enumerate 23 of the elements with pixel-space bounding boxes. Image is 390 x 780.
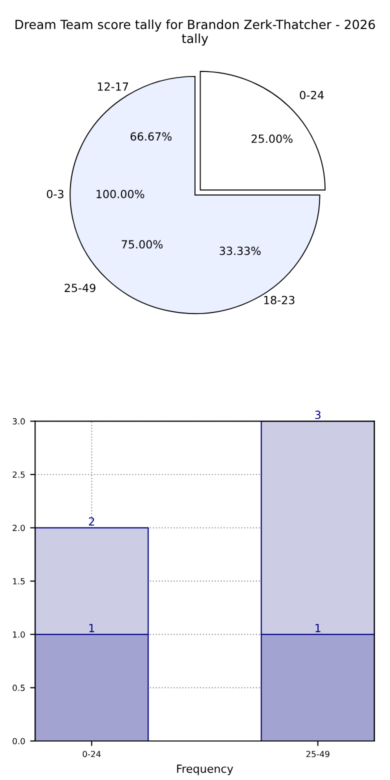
text: 66.67% (130, 132, 172, 141)
y-tick-label: 0.0 (12, 738, 25, 744)
text: 18-23 (264, 296, 294, 304)
data-label: 25.00% (252, 134, 293, 143)
data-label: 75.00% (122, 240, 163, 249)
y-tick-label: 2.0 (12, 524, 25, 532)
y-tick-label: 2.5 (12, 471, 25, 478)
text: 33.33% (220, 246, 261, 256)
y-tick-label: 1.0 (13, 631, 25, 638)
data-label: 1 (89, 624, 94, 632)
y-tick-label: 0.5 (12, 684, 25, 691)
text: 100.00% (96, 190, 144, 198)
y-tick-label: 1.5 (13, 578, 25, 584)
total-label: 3 (315, 410, 320, 420)
text: 0-3 (46, 190, 64, 198)
slice-label: 25-49 (64, 284, 96, 292)
y-tick-label: 3.0 (12, 418, 25, 424)
total-label: 2 (88, 517, 94, 526)
slice-label: 0-24 (300, 90, 324, 100)
x-axis-title: Frequency (177, 764, 234, 776)
chart-title: Dream Team score tally for Brandon Zerk-Thatcher - 2026 tally (16, 20, 375, 46)
data-label: 1 (316, 624, 320, 632)
text: 12-17 (98, 82, 128, 91)
